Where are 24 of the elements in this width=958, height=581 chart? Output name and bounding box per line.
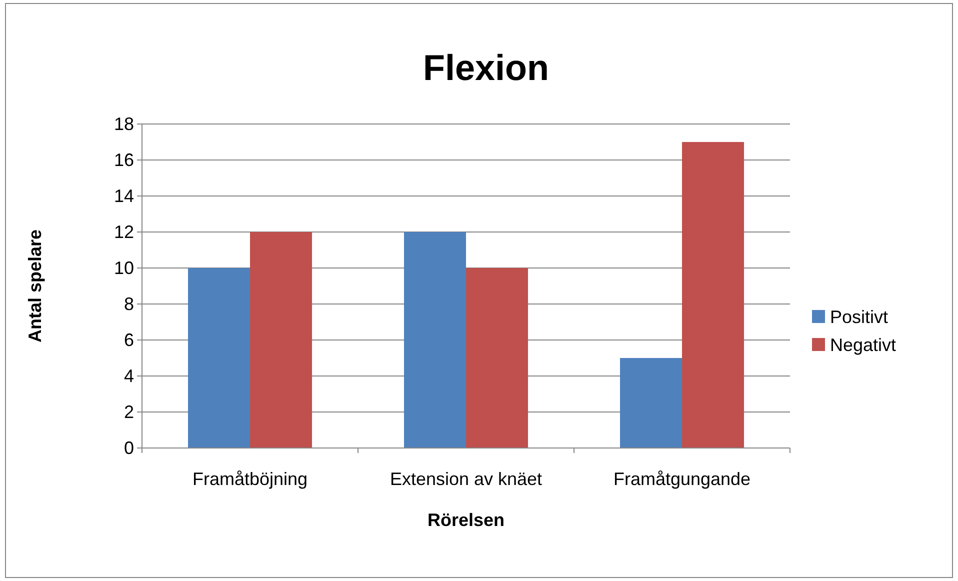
- bar: [250, 232, 312, 448]
- y-tick-label: 2: [124, 402, 134, 422]
- y-tick-label: 16: [114, 150, 134, 170]
- bar: [620, 358, 682, 448]
- chart-title: Flexion: [422, 47, 550, 88]
- y-tick-label: 4: [124, 366, 134, 386]
- y-axis-title: Antal spelare: [25, 229, 45, 343]
- y-tick-label: 8: [124, 294, 134, 314]
- bar: [682, 142, 744, 448]
- x-tick-label: Framåtböjning: [192, 468, 308, 489]
- x-axis-title: Rörelsen: [427, 510, 505, 530]
- bar: [188, 268, 250, 448]
- y-tick-label: 10: [114, 258, 134, 278]
- y-tick-label: 14: [114, 186, 134, 206]
- y-tick-label: 6: [124, 330, 134, 350]
- x-tick-label: Extension av knäet: [390, 468, 542, 489]
- legend-label: Negativt: [830, 335, 896, 355]
- legend-label: Positivt: [830, 307, 888, 327]
- bar: [466, 268, 528, 448]
- y-tick-label: 0: [124, 438, 134, 458]
- y-tick-label: 18: [114, 114, 134, 134]
- x-tick-label: Framåtgungande: [613, 468, 751, 489]
- y-tick-label: 12: [114, 222, 134, 242]
- bar: [404, 232, 466, 448]
